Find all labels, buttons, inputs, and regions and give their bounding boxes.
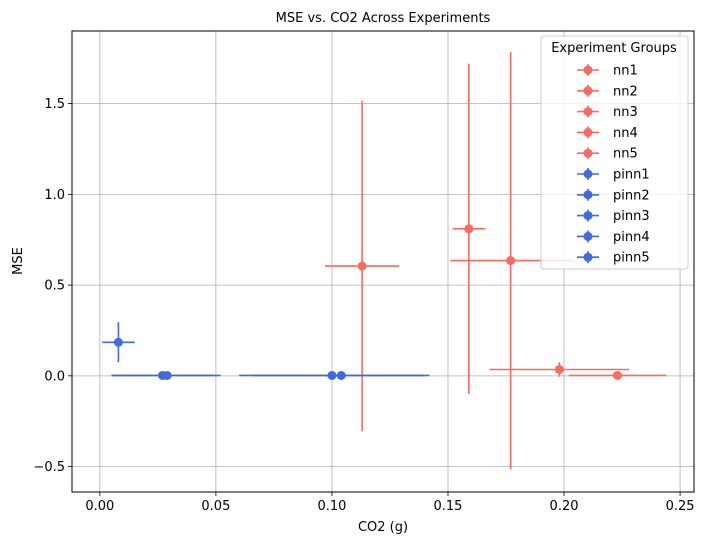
legend-label: pinn5 [613, 251, 650, 266]
legend: Experiment Groups nn1 nn2 nn3 nn4 nn5 pinn1 pi… [540, 35, 689, 270]
data-point [554, 364, 564, 374]
legend-label: nn5 [613, 147, 638, 162]
legend-item-nn2: nn2 [577, 84, 638, 99]
legend-item-pinn2: pinn2 [577, 188, 650, 203]
legend-label: pinn4 [613, 230, 650, 245]
series-pinn5 [253, 370, 430, 380]
data-point [506, 256, 516, 266]
legend-item-nn1: nn1 [577, 64, 638, 79]
legend-item-nn5: nn5 [577, 147, 638, 162]
y-tick-label: −0.5 [33, 460, 65, 475]
y-tick-label: 1.0 [44, 188, 65, 203]
legend-item-pinn3: pinn3 [577, 209, 650, 224]
legend-marker [583, 169, 593, 179]
legend-label: pinn1 [613, 168, 650, 183]
series-nn3 [450, 51, 571, 470]
legend-marker [583, 86, 593, 96]
legend-item-nn3: nn3 [577, 105, 638, 120]
legend-marker [583, 231, 593, 241]
legend-marker [583, 127, 593, 137]
y-tick-label: 0.5 [44, 279, 65, 294]
series-pinn1 [102, 322, 135, 363]
legend-marker [583, 252, 593, 262]
legend-items: nn1 nn2 nn3 nn4 nn5 pinn1 pinn2 pinn3 pinn4 pinn5 [577, 64, 650, 266]
legend-label: nn3 [613, 105, 638, 120]
legend-item-pinn1: pinn1 [577, 168, 650, 183]
series-pinn3 [113, 370, 221, 380]
x-tick-label: 0.15 [434, 499, 463, 514]
x-tick-label: 0.05 [201, 499, 230, 514]
plot-frame [71, 30, 695, 493]
x-axis-title: CO2 (g) [358, 520, 408, 535]
data-point [357, 261, 367, 271]
y-tick-label: 0.0 [44, 369, 65, 384]
y-axis: −0.5 0.0 0.5 1.0 1.5 [33, 97, 72, 475]
legend-marker [583, 211, 593, 221]
y-tick-label: 1.5 [44, 97, 65, 112]
legend-item-pinn4: pinn4 [577, 230, 650, 245]
data-point [464, 224, 474, 234]
x-tick-label: 0.20 [550, 499, 579, 514]
data-point [612, 370, 622, 380]
legend-title: Experiment Groups [551, 41, 677, 56]
series-nn2 [452, 63, 486, 394]
legend-label: pinn2 [613, 188, 650, 203]
x-tick-label: 0.25 [666, 499, 695, 514]
x-axis: 0.00 0.05 0.10 0.15 0.20 0.25 [85, 492, 695, 514]
legend-item-pinn5: pinn5 [577, 251, 650, 266]
chart-title: MSE vs. CO2 Across Experiments [276, 11, 491, 26]
y-axis-title: MSE [11, 247, 26, 275]
legend-marker [583, 190, 593, 200]
legend-label: pinn3 [613, 209, 650, 224]
series-layer [102, 51, 667, 470]
legend-box [540, 35, 689, 270]
legend-label: nn2 [613, 84, 638, 99]
legend-item-nn4: nn4 [577, 126, 638, 141]
series-nn5 [568, 370, 667, 380]
data-point [336, 370, 346, 380]
legend-marker [583, 65, 593, 75]
x-tick-label: 0.00 [85, 499, 114, 514]
legend-marker [583, 148, 593, 158]
data-point [113, 337, 123, 347]
legend-marker [583, 107, 593, 117]
series-nn4 [489, 362, 630, 377]
legend-label: nn4 [613, 126, 638, 141]
legend-label: nn1 [613, 64, 638, 79]
x-tick-label: 0.10 [317, 499, 346, 514]
data-point [162, 370, 172, 380]
